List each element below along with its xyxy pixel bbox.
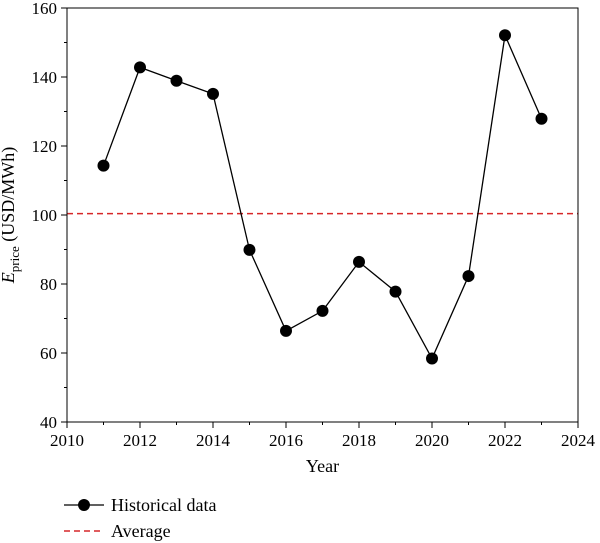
historical-data-point (426, 352, 438, 365)
historical-data-point (535, 112, 548, 125)
y-tick-label: 160 (32, 0, 58, 18)
y-axis: 40 60 80 100 120 140 160 (32, 0, 67, 432)
historical-data-point (170, 74, 183, 87)
historical-data-point (280, 324, 292, 337)
historical-data-point (134, 61, 146, 74)
legend-historical-label: Historical data (111, 495, 216, 515)
y-tick-label: 60 (40, 344, 57, 363)
x-tick-label: 2018 (342, 431, 376, 450)
historical-data-point (316, 304, 329, 317)
x-tick-label: 2010 (50, 431, 84, 450)
historical-data-point (97, 159, 110, 172)
y-tick-label: 140 (32, 68, 58, 87)
x-tick-label: 2012 (123, 431, 157, 450)
x-tick-label: 2016 (269, 431, 303, 450)
historical-data-point (389, 285, 402, 298)
legend-historical-marker (78, 499, 90, 511)
x-axis-label: Year (306, 456, 339, 476)
y-tick-label: 40 (40, 413, 57, 432)
y-axis-label-unit: (USD/MWh) (0, 147, 19, 247)
legend-average-label: Average (111, 521, 171, 541)
x-tick-label: 2020 (415, 431, 449, 450)
legend: Historical data Average (64, 495, 216, 541)
x-tick-label: 2014 (196, 431, 231, 450)
y-tick-label: 120 (32, 137, 58, 156)
historical-data-point (207, 87, 219, 100)
historical-data-point (353, 255, 365, 268)
y-axis-label-subscript: price (7, 246, 22, 272)
y-tick-label: 80 (40, 275, 57, 294)
x-tick-label: 2024 (561, 431, 596, 450)
legend-item-historical: Historical data (64, 495, 216, 515)
historical-data-point (499, 29, 511, 42)
y-axis-label-main: E (0, 272, 18, 284)
x-axis: 2010 2012 2014 2016 2018 2020 2022 2024 (50, 422, 596, 450)
x-tick-label: 2022 (488, 431, 522, 450)
y-axis-label: Eprice (USD/MWh) (0, 147, 22, 284)
historical-data-point (243, 243, 256, 256)
y-tick-label: 100 (32, 206, 58, 225)
legend-item-average: Average (64, 521, 171, 541)
historical-data-point (462, 270, 475, 283)
